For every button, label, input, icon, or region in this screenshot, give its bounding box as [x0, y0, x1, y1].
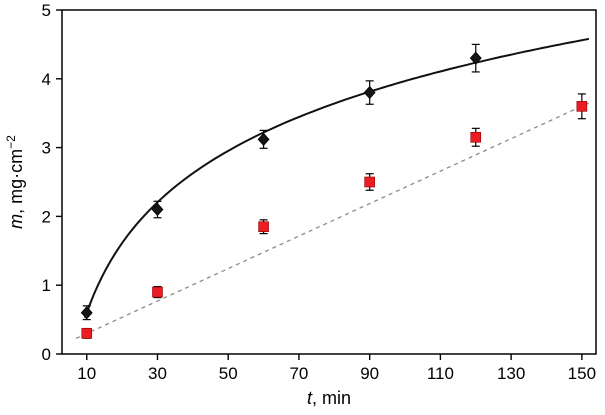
x-tick-label: 30	[148, 364, 167, 383]
x-tick-label: 10	[77, 364, 96, 383]
x-tick-label: 70	[289, 364, 308, 383]
y-tick-label: 0	[42, 345, 51, 364]
diamond-marker	[151, 202, 164, 217]
x-axis-label: t, min	[307, 388, 351, 408]
x-tick-label: 130	[497, 364, 525, 383]
square-marker	[152, 286, 163, 298]
square-marker	[81, 328, 93, 339]
x-tick-label: 150	[568, 364, 596, 383]
y-tick-label: 1	[42, 276, 51, 295]
square-marker	[258, 221, 269, 233]
plot-frame	[61, 9, 597, 355]
diamond-marker	[257, 132, 270, 146]
x-tick-label: 110	[427, 364, 454, 383]
y-tick-label: 2	[42, 207, 51, 226]
diamond-marker	[363, 85, 376, 100]
square-marker	[364, 176, 375, 188]
x-tick-label: 50	[219, 364, 238, 383]
y-tick-label: 5	[42, 1, 51, 20]
red-square-series-trend-line	[75, 102, 590, 339]
diamond-marker	[80, 306, 93, 320]
y-axis-label: m, mg·cm−2	[4, 135, 26, 229]
square-marker	[576, 101, 588, 112]
x-tick-label: 90	[360, 364, 379, 383]
black-diamond-series-trend-line	[84, 37, 590, 319]
diamond-marker	[469, 51, 482, 65]
y-tick-label: 3	[42, 139, 51, 158]
square-marker	[470, 131, 482, 143]
y-tick-label: 4	[42, 70, 51, 89]
